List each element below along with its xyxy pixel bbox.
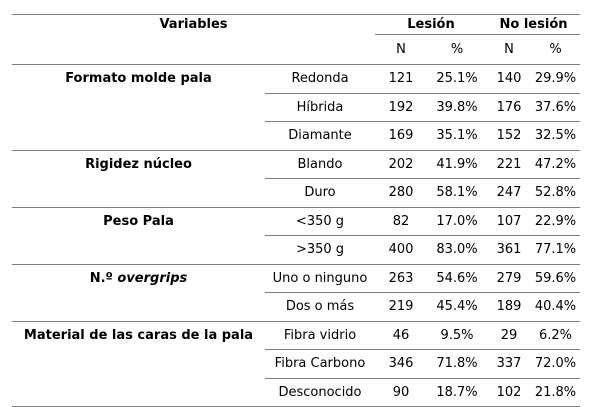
- level-cell: Diamante: [265, 121, 375, 151]
- no-lesion-n-cell: 152: [487, 121, 532, 151]
- lesion-pct-cell: 9.5%: [427, 321, 488, 350]
- no-lesion-n-header: N: [487, 34, 532, 65]
- lesion-n-cell: 46: [375, 321, 427, 350]
- no-lesion-pct-cell: 72.0%: [531, 349, 581, 379]
- lesion-n-cell: 90: [375, 378, 427, 407]
- table-row: Fibra Carbono 346 71.8% 337 72.0%: [12, 349, 581, 379]
- variable-name-cell: Peso Pala: [12, 207, 265, 265]
- lesion-n-header: N: [375, 34, 427, 65]
- table-row: Formato molde pala Redonda 121 25.1% 140…: [12, 64, 581, 151]
- lesion-n-cell: 202: [375, 150, 427, 179]
- variable-name-text: N.º: [89, 270, 118, 286]
- no-lesion-pct-cell: 21.8%: [531, 378, 581, 407]
- lesion-n-cell: 346: [375, 349, 427, 379]
- no-lesion-n-cell: 361: [487, 235, 532, 265]
- study-variables-table-wrap: Variables Lesión No lesión N % N % Forma…: [12, 14, 581, 407]
- variable-name-italic: overgrips: [117, 270, 188, 286]
- table-row: Rigidez núcleo Blando 202 41.9% 221 47.2…: [12, 150, 581, 208]
- lesion-n-cell: 121: [375, 64, 427, 94]
- lesion-n-cell: 192: [375, 93, 427, 122]
- lesion-pct-cell: 25.1%: [427, 64, 488, 94]
- lesion-pct-header: %: [427, 34, 488, 65]
- no-lesion-n-cell: 140: [487, 64, 532, 94]
- no-lesion-n-cell: 29: [487, 321, 532, 350]
- level-cell: Duro: [265, 178, 375, 208]
- lesion-pct-cell: 45.4%: [427, 292, 488, 322]
- no-lesion-pct-cell: 40.4%: [531, 292, 581, 322]
- table-row: N.º overgrips Uno o ninguno 263 54.6% 27…: [12, 264, 581, 322]
- lesion-pct-cell: 17.0%: [427, 207, 488, 236]
- variable-name-cell: Rigidez núcleo: [12, 150, 265, 208]
- level-cell: Fibra vidrio: [265, 321, 375, 350]
- lesion-n-cell: 82: [375, 207, 427, 236]
- level-cell: >350 g: [265, 235, 375, 265]
- no-lesion-n-cell: 221: [487, 150, 532, 179]
- no-lesion-pct-cell: 6.2%: [531, 321, 581, 350]
- variable-name-cell: Material de las caras de la pala: [12, 321, 265, 407]
- no-lesion-pct-cell: 59.6%: [531, 264, 581, 293]
- variable-name-text: Formato molde pala: [65, 71, 212, 86]
- variable-name-text: Rigidez núcleo: [85, 156, 192, 172]
- no-lesion-pct-cell: 77.1%: [531, 235, 581, 265]
- no-lesion-n-cell: 337: [487, 349, 532, 379]
- lesion-n-cell: 169: [375, 121, 427, 151]
- lesion-pct-cell: 54.6%: [427, 264, 488, 293]
- no-lesion-n-cell: 189: [487, 292, 532, 322]
- no-lesion-n-cell: 102: [487, 378, 532, 407]
- level-cell: Redonda: [265, 64, 375, 94]
- no-lesion-pct-cell: 47.2%: [531, 150, 581, 179]
- no-lesion-group-header: No lesión: [487, 14, 581, 35]
- variables-column-header: Variables: [159, 17, 228, 33]
- lesion-n-cell: 219: [375, 292, 427, 322]
- lesion-pct-cell: 35.1%: [427, 121, 488, 151]
- lesion-group-header: Lesión: [375, 14, 488, 35]
- lesion-n-cell: 263: [375, 264, 427, 293]
- lesion-pct-cell: 58.1%: [427, 178, 488, 208]
- lesion-pct-cell: 71.8%: [427, 349, 488, 379]
- no-lesion-pct-header: %: [531, 34, 581, 65]
- level-cell: <350 g: [265, 207, 375, 236]
- lesion-n-cell: 280: [375, 178, 427, 208]
- lesion-pct-cell: 39.8%: [427, 93, 488, 122]
- no-lesion-pct-cell: 37.6%: [531, 93, 581, 122]
- level-cell: Uno o ninguno: [265, 264, 375, 293]
- table-row: Peso Pala <350 g 82 17.0% 107 22.9%: [12, 207, 581, 265]
- level-cell: Dos o más: [265, 292, 375, 322]
- no-lesion-pct-cell: 32.5%: [531, 121, 581, 151]
- variable-name-cell: Formato molde pala: [12, 64, 265, 151]
- table-row: Duro 280 58.1% 247 52.8%: [12, 178, 581, 208]
- level-cell: Híbrida: [265, 93, 375, 122]
- study-variables-table: Variables Lesión No lesión N % N % Forma…: [12, 14, 581, 407]
- header-row-measures: N % N %: [12, 34, 581, 65]
- no-lesion-n-cell: 279: [487, 264, 532, 293]
- variable-name-text: Peso Pala: [103, 213, 174, 229]
- level-cell: Desconocido: [265, 378, 375, 407]
- no-lesion-pct-cell: 22.9%: [531, 207, 581, 236]
- empty-header-cell: [12, 34, 375, 65]
- variable-name-text: Material de las caras de la pala: [23, 327, 254, 343]
- level-cell: Fibra Carbono: [265, 349, 375, 379]
- header-row-groups: Variables Lesión No lesión: [12, 14, 581, 35]
- level-cell: Blando: [265, 150, 375, 179]
- variable-name-cell: N.º overgrips: [12, 264, 265, 322]
- table-row: Material de las caras de la pala Fibra v…: [12, 321, 581, 407]
- no-lesion-n-cell: 107: [487, 207, 532, 236]
- no-lesion-n-cell: 176: [487, 93, 532, 122]
- table-row: Diamante 169 35.1% 152 32.5%: [12, 121, 581, 151]
- lesion-pct-cell: 83.0%: [427, 235, 488, 265]
- lesion-pct-cell: 41.9%: [427, 150, 488, 179]
- table-row: Híbrida 192 39.8% 176 37.6%: [12, 93, 581, 122]
- no-lesion-pct-cell: 52.8%: [531, 178, 581, 208]
- no-lesion-n-cell: 247: [487, 178, 532, 208]
- lesion-n-cell: 400: [375, 235, 427, 265]
- lesion-pct-cell: 18.7%: [427, 378, 488, 407]
- no-lesion-pct-cell: 29.9%: [531, 64, 581, 94]
- table-row: Dos o más 219 45.4% 189 40.4%: [12, 292, 581, 322]
- table-row: Desconocido 90 18.7% 102 21.8%: [12, 378, 581, 407]
- table-row: >350 g 400 83.0% 361 77.1%: [12, 235, 581, 265]
